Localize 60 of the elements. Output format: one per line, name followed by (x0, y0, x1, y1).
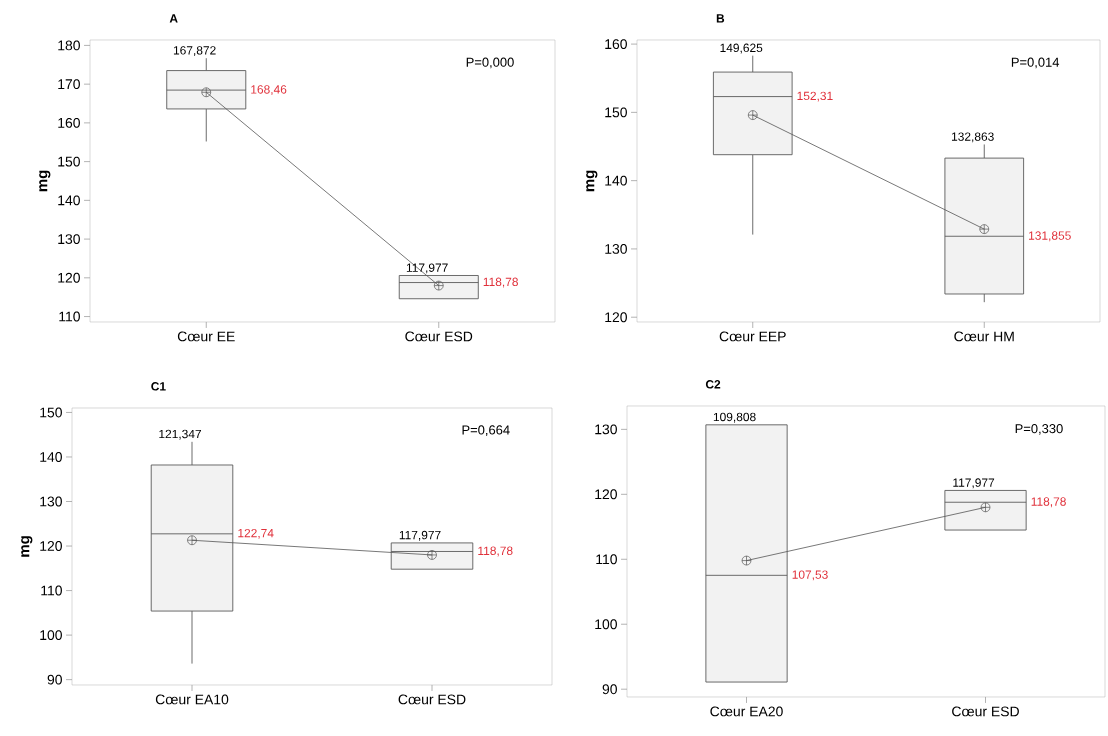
y-axis-title: mg (21, 536, 33, 557)
annotation: 117,977 (406, 263, 448, 274)
x-tick-label: Cœur HM (954, 331, 1014, 342)
x-tick-label: Cœur ESD (398, 694, 466, 705)
annotation: P=0,330 (1015, 424, 1063, 435)
x-tick-label: Cœur EE (177, 331, 235, 342)
annotation: 117,977 (953, 478, 995, 489)
y-tick-label: 130 (605, 243, 627, 254)
annotation: 121,347 (159, 429, 202, 440)
x-tick-label: Cœur EA20 (710, 706, 783, 717)
x-tick-label: Cœur EEP (719, 331, 786, 342)
y-tick-label: 130 (40, 496, 62, 507)
y-tick-label: 150 (605, 107, 627, 118)
y-tick-label: 120 (605, 312, 627, 323)
chart-title: B (716, 14, 725, 23)
x-tick-label: Cœur ESD (405, 331, 473, 342)
annotation: P=0,014 (1011, 57, 1060, 69)
y-tick-label: 110 (59, 311, 80, 322)
y-tick-label: 150 (40, 407, 62, 418)
chart-title: C2 (705, 380, 721, 389)
annotation: P=0,664 (462, 425, 510, 437)
annotation: 132,863 (951, 132, 994, 143)
y-tick-label: 110 (41, 585, 62, 596)
annotation: 168,46 (251, 85, 287, 96)
annotation: 167,872 (173, 46, 216, 56)
x-tick-label: Cœur EA10 (155, 694, 229, 705)
annotation: 122,74 (238, 528, 274, 539)
annotation: 109,808 (713, 412, 756, 423)
chart-title: A (169, 14, 178, 23)
y-tick-label: 120 (595, 489, 617, 500)
annotation: 118,78 (1031, 497, 1066, 508)
y-axis-title: mg (39, 170, 51, 192)
y-tick-label: 160 (58, 117, 80, 128)
y-tick-label: 140 (605, 175, 627, 186)
chart-title: C1 (151, 382, 166, 391)
y-tick-label: 100 (595, 619, 617, 630)
annotation: 118,78 (478, 546, 513, 557)
annotation: 118,78 (483, 277, 518, 288)
annotation: 107,53 (792, 570, 828, 581)
annotation: 149,625 (720, 43, 763, 54)
y-tick-label: 120 (40, 541, 62, 551)
annotation: 152,31 (797, 91, 833, 102)
y-tick-label: 110 (596, 554, 617, 565)
y-tick-label: 140 (40, 452, 62, 462)
y-axis-title: mg (586, 170, 598, 192)
y-tick-label: 90 (602, 684, 617, 695)
y-tick-label: 150 (58, 156, 80, 167)
y-tick-label: 120 (58, 272, 80, 283)
annotation: 117,977 (399, 530, 441, 541)
y-tick-label: 170 (58, 79, 80, 90)
y-tick-label: 130 (595, 424, 617, 435)
y-tick-label: 140 (58, 195, 80, 206)
y-tick-label: 180 (58, 40, 80, 51)
y-tick-label: 100 (40, 630, 62, 641)
annotation: 131,855 (1029, 231, 1071, 242)
y-tick-label: 130 (58, 234, 80, 245)
x-tick-label: Cœur ESD (952, 706, 1019, 717)
annotation: P=0,000 (466, 57, 514, 69)
y-tick-label: 90 (47, 674, 62, 685)
y-tick-label: 160 (605, 39, 627, 50)
